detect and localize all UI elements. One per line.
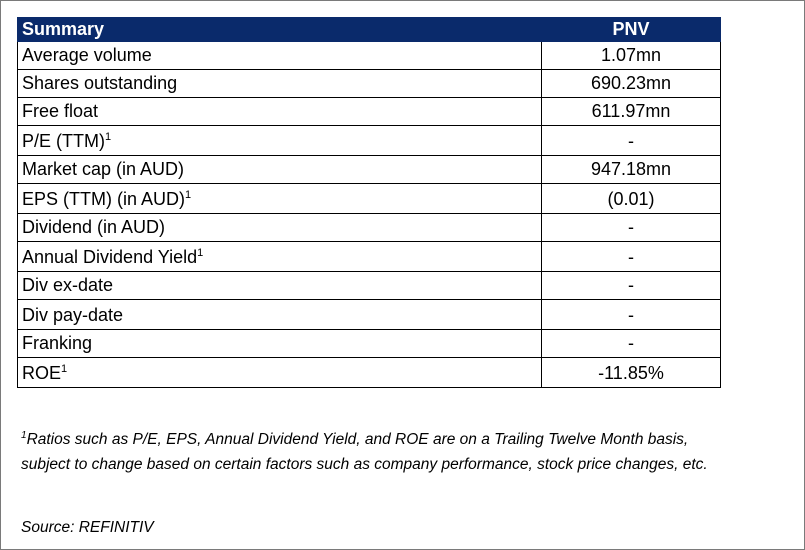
header-ticker: PNV — [541, 17, 721, 42]
row-label: Shares outstanding — [17, 69, 542, 98]
row-label: EPS (TTM) (in AUD)1 — [17, 183, 542, 214]
row-label: Franking — [17, 329, 542, 358]
row-value: 611.97mn — [541, 97, 721, 126]
row-value: 947.18mn — [541, 155, 721, 184]
footnote-ref: 1 — [185, 189, 192, 201]
table-row: Shares outstanding 690.23mn — [17, 69, 721, 98]
summary-table: Summary PNV Average volume 1.07mn Shares o… — [17, 17, 721, 388]
table-header-row: Summary PNV — [17, 17, 721, 42]
row-value: 1.07mn — [541, 41, 721, 70]
table-row: P/E (TTM)1- — [17, 125, 721, 156]
table-row: Div ex-date - — [17, 271, 721, 300]
row-label-text: Free float — [22, 101, 99, 121]
row-label: P/E (TTM)1 — [17, 125, 542, 156]
header-summary: Summary — [17, 17, 542, 42]
footnote-line-2: subject to change based on certain facto… — [21, 456, 708, 473]
row-label: Dividend (in AUD) — [17, 213, 542, 242]
footnote-marker: 1 — [21, 430, 27, 441]
row-label-text: Annual Dividend Yield — [22, 247, 198, 267]
row-value: - — [541, 271, 721, 300]
table-row: Div pay-date - — [17, 299, 721, 330]
table-row: ROE1 -11.85% — [17, 357, 721, 388]
row-value: - — [541, 213, 721, 242]
row-label-text: P/E (TTM) — [22, 131, 105, 151]
row-value: - — [541, 125, 721, 156]
table-row: Average volume 1.07mn — [17, 41, 721, 70]
table-row: Franking - — [17, 329, 721, 358]
footnote-ref: 1 — [197, 247, 204, 259]
row-value: -11.85% — [541, 357, 721, 388]
row-label: Div ex-date — [17, 271, 542, 300]
row-label-text: Average volume — [22, 45, 152, 65]
table-row: Annual Dividend Yield1- — [17, 241, 721, 272]
row-label: Div pay-date — [17, 299, 542, 330]
row-label-text: Dividend (in AUD) — [22, 217, 166, 237]
footnote: 1Ratios such as P/E, EPS, Annual Dividen… — [21, 427, 791, 477]
row-label-text: Div ex-date — [22, 275, 114, 295]
table-body: Average volume 1.07mn Shares outstanding 69… — [17, 41, 721, 388]
table-row: Free float 611.97mn — [17, 97, 721, 126]
row-value: - — [541, 299, 721, 330]
row-label-text: ROE — [22, 363, 62, 383]
row-value: - — [541, 329, 721, 358]
table-row: EPS (TTM) (in AUD)1 (0.01) — [17, 183, 721, 214]
row-label: ROE1 — [17, 357, 542, 388]
row-label-text: Shares outstanding — [22, 73, 178, 93]
row-value: (0.01) — [541, 183, 721, 214]
row-value: 690.23mn — [541, 69, 721, 98]
row-value: - — [541, 241, 721, 272]
row-label: Annual Dividend Yield1 — [17, 241, 542, 272]
row-label-text: Market cap (in AUD) — [22, 159, 185, 179]
table-row: Dividend (in AUD) - — [17, 213, 721, 242]
footnote-ref: 1 — [105, 131, 112, 143]
row-label: Market cap (in AUD) — [17, 155, 542, 184]
source-note: Source: REFINITIV — [21, 519, 154, 536]
row-label-text: EPS (TTM) (in AUD) — [22, 189, 186, 209]
row-label: Average volume — [17, 41, 542, 70]
table-row: Market cap (in AUD) 947.18mn — [17, 155, 721, 184]
row-label: Free float — [17, 97, 542, 126]
row-label-text: Franking — [22, 333, 93, 353]
footnote-ref: 1 — [61, 363, 68, 375]
row-label-text: Div pay-date — [22, 305, 124, 325]
footnote-line-1: Ratios such as P/E, EPS, Annual Dividend… — [26, 431, 689, 448]
